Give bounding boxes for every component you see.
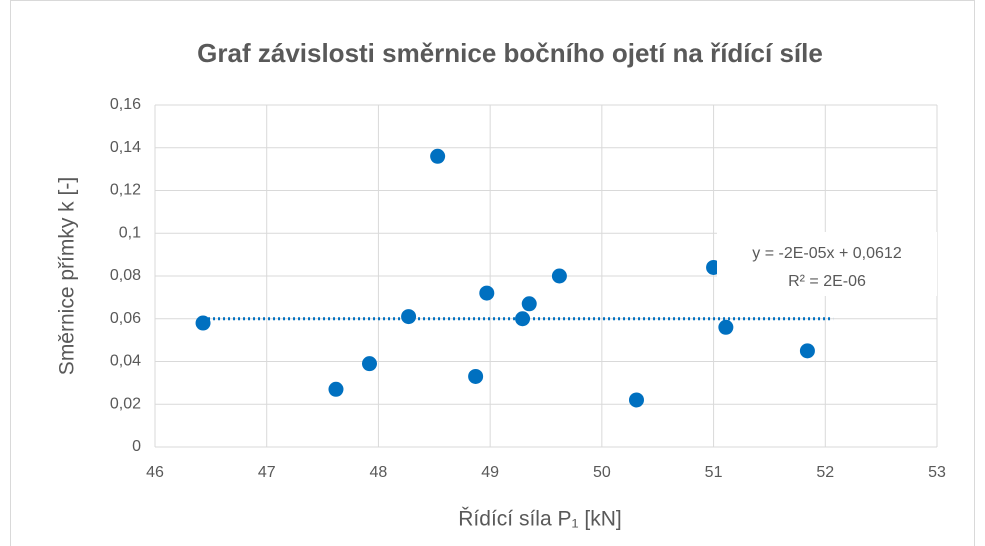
y-tick-label: 0 <box>132 438 141 455</box>
y-tick-label: 0,12 <box>110 182 141 199</box>
x-tick-label: 51 <box>705 464 723 481</box>
data-point <box>515 311 531 327</box>
data-point <box>195 315 211 331</box>
y-tick-label: 0,16 <box>110 96 141 113</box>
y-axis-label: Směrnice přímky k [-] <box>56 177 79 375</box>
y-tick-label: 0,06 <box>110 310 141 327</box>
y-tick-label: 0,02 <box>110 395 141 412</box>
y-tick-label: 0,04 <box>110 353 141 370</box>
data-point <box>628 392 644 408</box>
x-tick-label: 53 <box>928 464 946 481</box>
y-tick-label: 0,14 <box>110 139 141 156</box>
data-point <box>468 368 484 384</box>
x-tick-label: 46 <box>146 464 164 481</box>
y-tick-label: 0,1 <box>119 224 141 241</box>
equation-box <box>717 232 937 296</box>
x-tick-label: 47 <box>258 464 276 481</box>
x-axis-label: Řídící síla P₁ [kN] <box>458 508 621 531</box>
y-tick-label: 0,08 <box>110 267 141 284</box>
data-point <box>718 319 734 335</box>
x-tick-label: 48 <box>370 464 388 481</box>
data-point <box>430 148 446 164</box>
chart-title: Graf závislosti směrnice bočního ojetí n… <box>197 38 823 68</box>
x-tick-label: 50 <box>593 464 611 481</box>
equation-text: y = -2E-05x + 0,0612 <box>752 245 902 262</box>
data-point <box>401 309 417 325</box>
data-point <box>799 343 815 359</box>
data-point <box>328 381 344 397</box>
data-point <box>551 268 567 284</box>
x-tick-label: 49 <box>481 464 499 481</box>
equation-text: R² = 2E-06 <box>788 273 866 290</box>
data-point <box>479 285 495 301</box>
x-tick-label: 52 <box>816 464 834 481</box>
data-point <box>361 356 377 372</box>
data-point <box>521 296 537 312</box>
